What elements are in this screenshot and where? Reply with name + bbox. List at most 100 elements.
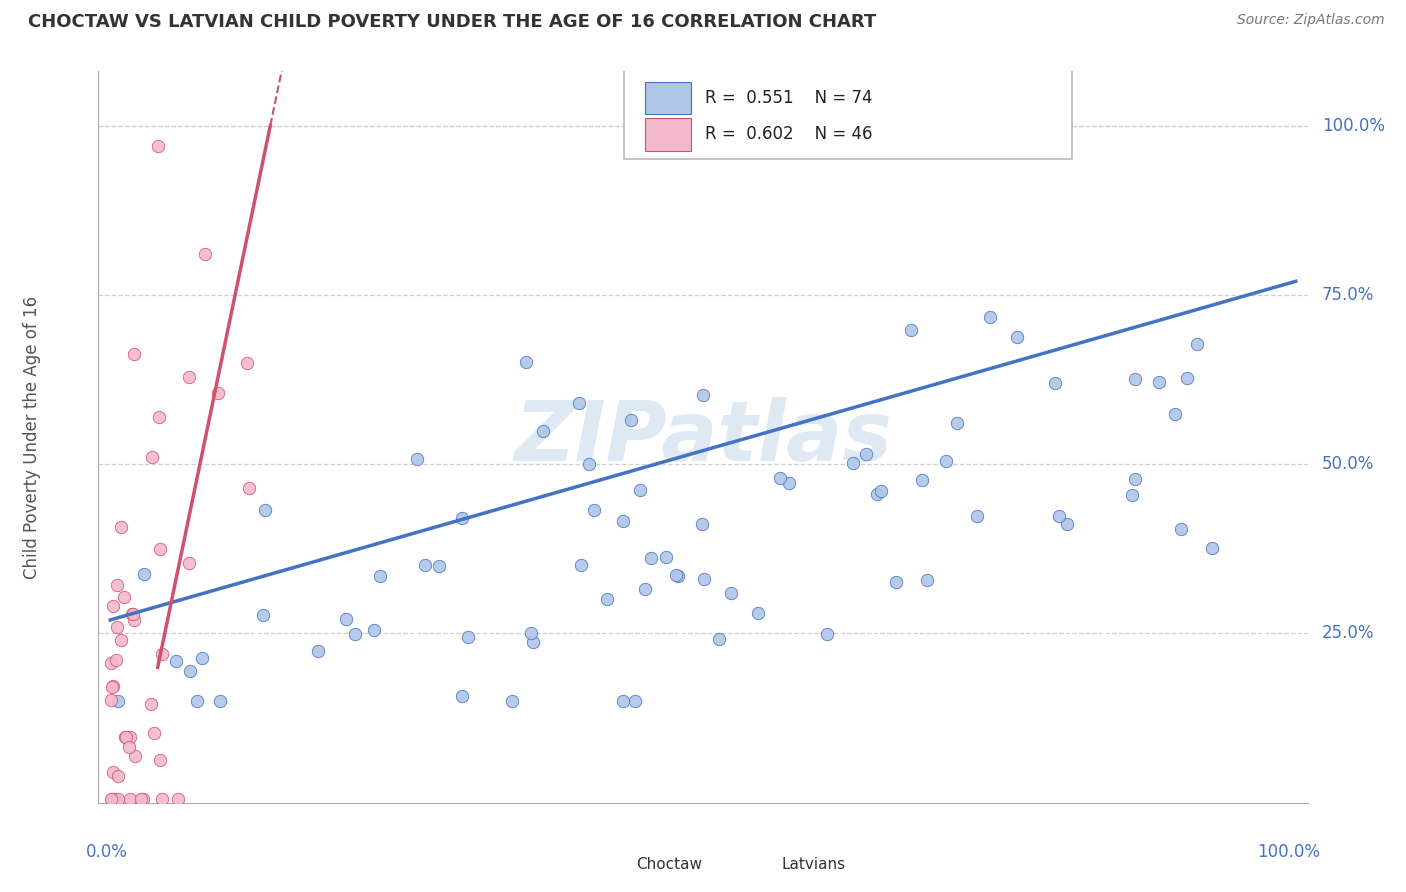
Point [104, 792, 127, 806]
Point [515, 355, 537, 369]
Point [1047, 509, 1070, 524]
Point [634, 582, 657, 596]
Point [104, 653, 127, 667]
Point [100, 792, 122, 806]
Point [100, 680, 122, 694]
Text: Source: ZipAtlas.com: Source: ZipAtlas.com [1237, 13, 1385, 28]
Point [1170, 522, 1192, 536]
Bar [600, 856, 630, 874]
Point [451, 690, 474, 704]
Point [177, 370, 200, 384]
Point [709, 632, 731, 646]
Point [105, 620, 128, 634]
Bar [745, 856, 776, 874]
Point [1187, 337, 1209, 351]
Point [427, 558, 450, 573]
Point [979, 310, 1001, 325]
Point [344, 627, 367, 641]
Point [911, 473, 934, 487]
Text: 100.0%: 100.0% [1257, 843, 1320, 861]
Point [142, 726, 165, 740]
Point [1121, 487, 1143, 501]
Point [149, 752, 172, 766]
Point [177, 556, 200, 570]
Point [152, 647, 174, 661]
Point [866, 487, 889, 501]
Point [122, 607, 145, 622]
Point [582, 503, 605, 517]
Point [150, 792, 173, 806]
Point [167, 792, 190, 806]
Point [100, 692, 122, 706]
Point [112, 590, 135, 604]
Point [186, 694, 208, 708]
Point [363, 624, 385, 638]
Point [110, 520, 132, 534]
Point [207, 386, 229, 401]
Point [406, 451, 429, 466]
Point [1201, 541, 1223, 556]
Point [522, 635, 544, 649]
Point [900, 322, 922, 336]
Point [124, 749, 146, 764]
Point [132, 567, 155, 582]
Point [107, 792, 129, 806]
Point [146, 139, 169, 153]
Point [666, 569, 689, 583]
Point [165, 654, 187, 668]
Point [1164, 407, 1187, 421]
Point [114, 731, 136, 745]
Point [870, 484, 893, 499]
Point [457, 630, 479, 644]
Point [110, 632, 132, 647]
Bar [645, 82, 690, 114]
Point [368, 568, 391, 582]
Text: ZIPatlas: ZIPatlas [515, 397, 891, 477]
Point [132, 792, 155, 806]
Point [121, 607, 143, 622]
Point [141, 450, 163, 465]
Point [596, 591, 619, 606]
Point [815, 627, 838, 641]
Text: 0.0%: 0.0% [86, 843, 128, 861]
Point [966, 509, 988, 524]
Point [103, 599, 125, 614]
Point [612, 514, 634, 528]
Point [619, 413, 641, 427]
Point [624, 694, 647, 708]
Point [307, 644, 329, 658]
Point [520, 626, 543, 640]
Point [122, 613, 145, 627]
Point [100, 792, 122, 806]
Point [190, 650, 212, 665]
Point [107, 769, 129, 783]
Text: 100.0%: 100.0% [1322, 117, 1385, 135]
Text: Choctaw: Choctaw [637, 857, 703, 872]
Point [415, 558, 437, 572]
Point [122, 346, 145, 360]
Point [1043, 376, 1066, 391]
Point [568, 396, 591, 410]
Point [692, 388, 714, 402]
Point [335, 612, 357, 626]
Point [769, 471, 792, 485]
Point [103, 765, 125, 780]
Point [100, 656, 122, 670]
Point [179, 664, 201, 678]
Point [148, 410, 170, 425]
Point [1005, 330, 1028, 344]
Point [208, 694, 231, 708]
FancyBboxPatch shape [624, 68, 1071, 159]
Point [115, 730, 138, 744]
Point [690, 517, 713, 532]
Point [1175, 370, 1198, 384]
Point [628, 483, 651, 497]
Point [778, 476, 800, 491]
Point [139, 697, 162, 711]
Point [252, 607, 274, 622]
Point [531, 424, 554, 438]
Point [747, 606, 769, 620]
Text: 50.0%: 50.0% [1322, 455, 1375, 473]
Point [194, 247, 217, 261]
Bar [645, 119, 690, 151]
